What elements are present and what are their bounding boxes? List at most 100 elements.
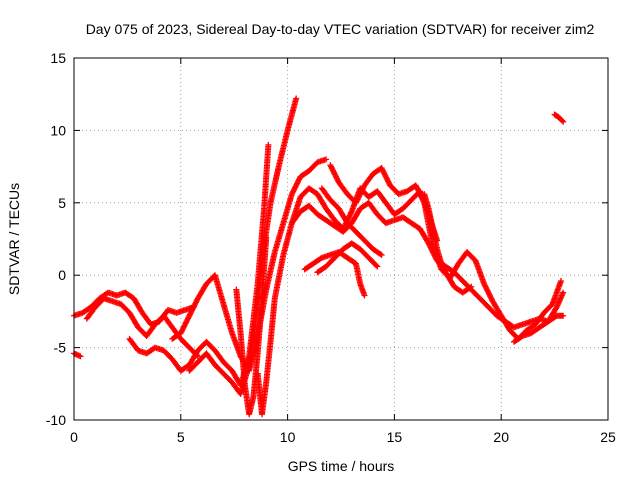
data-point [381,171,388,178]
data-point [380,169,387,176]
data-point [179,326,186,333]
data-point [183,319,190,326]
data-point [296,176,303,183]
data-point [192,299,199,306]
data-point [189,306,196,313]
data-point [355,194,362,201]
data-point [186,312,193,319]
data-point [293,95,300,102]
x-tick-label: 25 [600,429,616,445]
x-tick-label: 15 [387,429,403,445]
data-point [294,179,301,186]
data-point [334,176,341,183]
data-point [385,179,392,186]
data-point [183,318,190,325]
data-point [378,251,385,258]
x-tick-label: 5 [177,429,185,445]
x-tick-label: 0 [70,429,78,445]
axis-ticks: 0 5 10 15 20 25 -10 -5 0 5 10 15 [46,50,616,445]
y-tick-label: -10 [46,412,66,428]
data-point [323,156,330,163]
data-point [290,187,297,194]
data-point [415,187,422,194]
data-point [377,251,384,258]
data-point [468,283,475,290]
data-point [413,183,420,190]
data-point [467,284,474,291]
data-point [373,262,380,269]
data-point [185,315,192,322]
data-point [177,330,184,337]
data-point [483,286,490,293]
data-point [291,185,298,192]
data-point [412,182,419,189]
data-point [263,234,270,241]
data-point [348,209,355,216]
data-point [329,166,336,173]
data-point [353,198,360,205]
data-point [181,322,188,329]
data-point [483,284,490,291]
data-point [374,263,381,270]
data-point [328,164,335,171]
data-point [347,211,354,218]
data-point [378,165,385,172]
y-tick-label: 15 [50,50,66,66]
series-arc-12 [318,185,385,258]
y-tick-label: -5 [54,340,67,356]
data-point [559,117,566,124]
data-point [417,191,424,198]
x-axis-label: GPS time / hours [288,458,395,474]
data-point [482,283,489,290]
data-point [414,185,421,192]
y-tick-label: 10 [50,122,66,138]
data-point [346,213,353,220]
x-tick-label: 20 [493,429,509,445]
grid-lines [74,58,608,420]
data-point [356,193,363,200]
data-point [384,177,391,184]
data-point [414,186,421,193]
data-point [361,292,368,299]
data-point [180,324,187,331]
data-point [188,307,195,314]
data-point [485,290,492,297]
data-point [385,178,392,185]
data-points [71,95,567,418]
data-point [484,287,491,294]
data-point [295,177,302,184]
series-arc-15 [511,289,567,345]
data-point [359,186,366,193]
data-point [382,173,389,180]
data-point [187,310,194,317]
data-point [383,175,390,182]
data-point [190,303,197,310]
data-point [558,277,565,284]
data-point [416,189,423,196]
data-point [485,288,492,295]
data-point [383,174,390,181]
data-point [488,295,495,302]
data-point [481,282,488,289]
data-point [265,141,272,148]
data-point [332,172,339,179]
data-point [358,189,365,196]
data-point [379,167,386,174]
data-point [181,323,188,330]
data-point [77,353,84,360]
y-tick-label: 5 [58,195,66,211]
data-point [379,166,386,173]
data-point [188,308,195,315]
data-point [179,327,186,334]
data-point [290,188,297,195]
data-point [346,212,353,219]
data-point [416,190,423,197]
data-point [190,304,197,311]
chart-title: Day 075 of 2023, Sidereal Day-to-day VTE… [86,21,595,37]
series-arc-7 [233,234,270,418]
data-point [327,162,334,169]
data-point [352,199,359,206]
y-axis-label: SDTVAR / TECUs [6,183,22,295]
series-arc-16 [551,111,567,125]
